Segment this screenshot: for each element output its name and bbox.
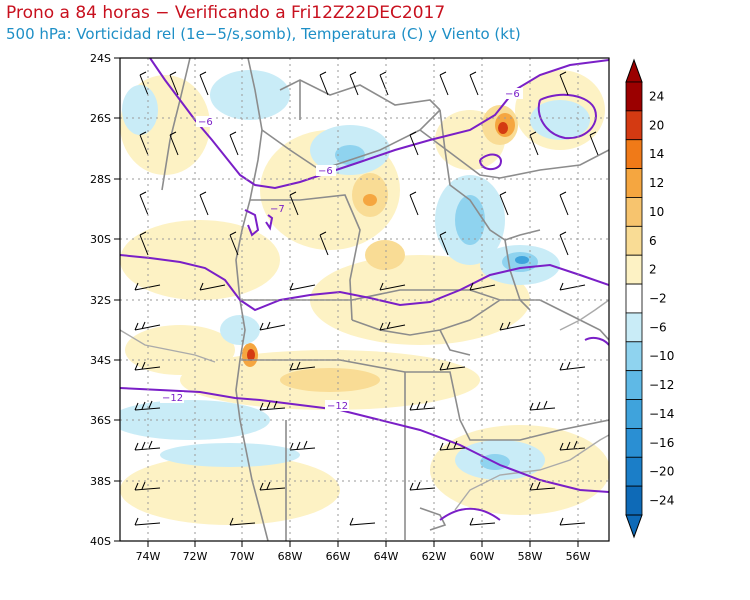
- lat-label: 40S: [90, 535, 111, 548]
- map-subtitle: 500 hPa: Vorticidad rel (1e−5/s,somb), T…: [6, 25, 521, 43]
- colorbar-swatch: [625, 254, 643, 285]
- colorbar-label: 10: [649, 205, 664, 219]
- lon-label: 58W: [518, 550, 543, 563]
- lat-label: 38S: [90, 475, 111, 488]
- colorbar-label: 20: [649, 118, 664, 132]
- lon-label: 66W: [326, 550, 351, 563]
- colorbar-swatch: [625, 427, 643, 458]
- map-field: −6 −6 −6 −7 −12 −12: [120, 58, 609, 541]
- colorbar-swatch: [625, 370, 643, 400]
- wind-barbs: [134, 71, 599, 526]
- colorbar-label: −16: [649, 436, 674, 450]
- lon-label: 64W: [374, 550, 399, 563]
- colorbar: 24 20 14 12 10 6 2 −2 −6 −10 −12 −14 −16 −20 −24: [625, 58, 674, 539]
- colorbar-swatch: [625, 139, 643, 170]
- colorbar-label: −14: [649, 407, 674, 421]
- contour-label-n12-a: −12: [162, 393, 183, 404]
- colorbar-swatch: [625, 283, 643, 314]
- colorbar-top-arrow: [625, 58, 643, 83]
- colorbar-label: −2: [649, 292, 667, 306]
- colorbar-label: 2: [649, 263, 657, 277]
- longitude-labels: 74W 72W 70W 68W 66W 64W 62W 60W 58W 56W: [136, 550, 591, 563]
- contour-label-n7: −7: [270, 204, 285, 215]
- colorbar-label: 14: [649, 147, 664, 161]
- graticule: [120, 58, 609, 541]
- lat-label: 24S: [90, 52, 111, 65]
- lat-label: 26S: [90, 112, 111, 125]
- colorbar-swatch: [625, 456, 643, 487]
- colorbar-swatch: [625, 168, 643, 198]
- colorbar-swatch: [625, 197, 643, 227]
- colorbar-label: 6: [649, 234, 657, 248]
- colorbar-label: −24: [649, 494, 674, 508]
- lat-label: 32S: [90, 294, 111, 307]
- colorbar-label: −10: [649, 349, 674, 363]
- axis-ticks: [114, 57, 579, 547]
- colorbar-swatch: [625, 81, 643, 112]
- colorbar-bottom-arrow: [625, 514, 643, 539]
- colorbar-swatch: [625, 399, 643, 429]
- negative-vorticity-high: [515, 256, 529, 264]
- colorbar-label: −20: [649, 465, 674, 479]
- lon-label: 56W: [566, 550, 591, 563]
- latitude-labels: 24S 26S 28S 30S 32S 34S 36S 38S 40S: [90, 52, 111, 548]
- colorbar-label: 24: [649, 89, 664, 103]
- colorbar-label: −12: [649, 378, 674, 392]
- positive-vorticity-peak: [247, 122, 508, 361]
- contour-label-n6-b: −6: [318, 166, 333, 177]
- colorbar-label: −6: [649, 320, 667, 334]
- contour-label-n12-b: −12: [327, 401, 348, 412]
- lon-label: 74W: [136, 550, 161, 563]
- map-title: Prono a 84 horas − Verificando a Fri12Z2…: [6, 3, 446, 23]
- colorbar-swatch: [625, 485, 643, 516]
- colorbar-label: 12: [649, 176, 664, 190]
- lat-label: 36S: [90, 414, 111, 427]
- colorbar-swatch: [625, 225, 643, 256]
- colorbar-swatch: [625, 312, 643, 343]
- lon-label: 70W: [230, 550, 255, 563]
- lat-label: 28S: [90, 173, 111, 186]
- lon-label: 62W: [422, 550, 447, 563]
- contour-labels: −6 −6 −6 −7 −12 −12: [160, 88, 523, 412]
- coastline: [120, 299, 609, 511]
- lat-label: 34S: [90, 354, 111, 367]
- lat-label: 30S: [90, 233, 111, 246]
- lon-label: 60W: [470, 550, 495, 563]
- colorbar-swatch: [625, 110, 643, 141]
- contour-label-n6-a: −6: [198, 117, 213, 128]
- colorbar-swatch: [625, 341, 643, 372]
- lon-label: 68W: [278, 550, 303, 563]
- lon-label: 72W: [183, 550, 208, 563]
- contour-label-n6-c: −6: [505, 89, 520, 100]
